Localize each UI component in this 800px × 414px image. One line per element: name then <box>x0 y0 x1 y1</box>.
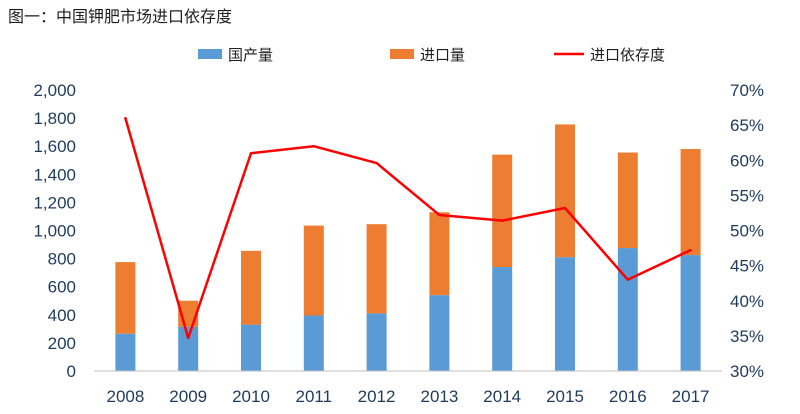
bar-import <box>303 225 324 316</box>
line-point <box>124 116 127 120</box>
bar-domestic <box>617 248 638 371</box>
bar-import <box>429 212 450 296</box>
bar-domestic <box>680 255 701 371</box>
line-import-dependency <box>124 117 692 340</box>
bar-domestic <box>492 267 513 371</box>
x-tick-label: 2017 <box>672 387 710 406</box>
line-point <box>626 278 629 281</box>
y-right-tick-label: 50% <box>730 222 764 241</box>
bar-import <box>241 250 261 325</box>
line-point <box>312 145 315 148</box>
y-left-tick-label: 1,200 <box>33 193 76 212</box>
legend-swatch <box>390 49 414 59</box>
line-point <box>249 152 253 155</box>
line-point <box>438 213 441 217</box>
bar-import <box>366 224 387 314</box>
x-tick-label: 2009 <box>169 387 207 406</box>
x-tick-label: 2014 <box>483 387 521 406</box>
y-left-tick-label: 1,800 <box>33 109 76 128</box>
y-left-tick-label: 400 <box>48 306 76 325</box>
bar-import <box>680 149 701 256</box>
y-left-tick-label: 600 <box>48 278 76 297</box>
y-right-tick-label: 40% <box>730 292 764 311</box>
legend-label: 进口量 <box>420 46 465 64</box>
bar-import <box>115 262 136 334</box>
bar-import <box>617 152 638 249</box>
y-left-tick-label: 200 <box>48 334 76 353</box>
y-right-tick-label: 55% <box>730 186 764 205</box>
bar-domestic <box>115 333 136 371</box>
y-right-tick-label: 35% <box>730 327 764 346</box>
y-right-tick-label: 60% <box>730 151 764 170</box>
x-tick-label: 2011 <box>296 387 333 406</box>
y-left-tick-label: 0 <box>67 362 76 381</box>
bar-domestic <box>429 295 450 371</box>
y-left-tick-label: 1,600 <box>33 137 76 156</box>
chart-title: 图一：中国钾肥市场进口依存度 <box>8 7 233 26</box>
x-tick-label: 2010 <box>232 387 270 406</box>
bar-import <box>555 124 575 258</box>
line-point <box>563 206 567 210</box>
bar-domestic <box>555 257 575 371</box>
x-tick-label: 2013 <box>420 387 458 406</box>
y-right-tick-label: 30% <box>730 362 764 381</box>
x-tick-label: 2008 <box>106 387 144 406</box>
y-left-tick-label: 1,000 <box>33 222 76 241</box>
line-point <box>187 336 190 340</box>
x-tick-label: 2012 <box>358 387 396 406</box>
line-point <box>375 161 378 165</box>
y-right-tick-label: 65% <box>730 116 764 135</box>
y-left-tick-label: 2,000 <box>33 81 76 100</box>
bar-domestic <box>178 326 199 371</box>
legend-label: 国产量 <box>228 46 273 64</box>
x-tick-label: 2016 <box>609 387 647 406</box>
bar-domestic <box>366 313 387 371</box>
bar-domestic <box>303 315 324 371</box>
line-point <box>689 248 692 252</box>
y-right-tick-label: 70% <box>730 81 764 100</box>
y-left-tick-label: 800 <box>48 250 76 269</box>
x-tick-label: 2015 <box>546 387 584 406</box>
legend-label: 进口依存度 <box>590 46 665 64</box>
bar-domestic <box>241 324 261 371</box>
y-right-tick-label: 45% <box>730 257 764 276</box>
y-left-tick-label: 1,400 <box>33 165 76 184</box>
legend-swatch <box>198 49 222 59</box>
line-point <box>501 219 504 222</box>
bar-import <box>492 154 513 268</box>
